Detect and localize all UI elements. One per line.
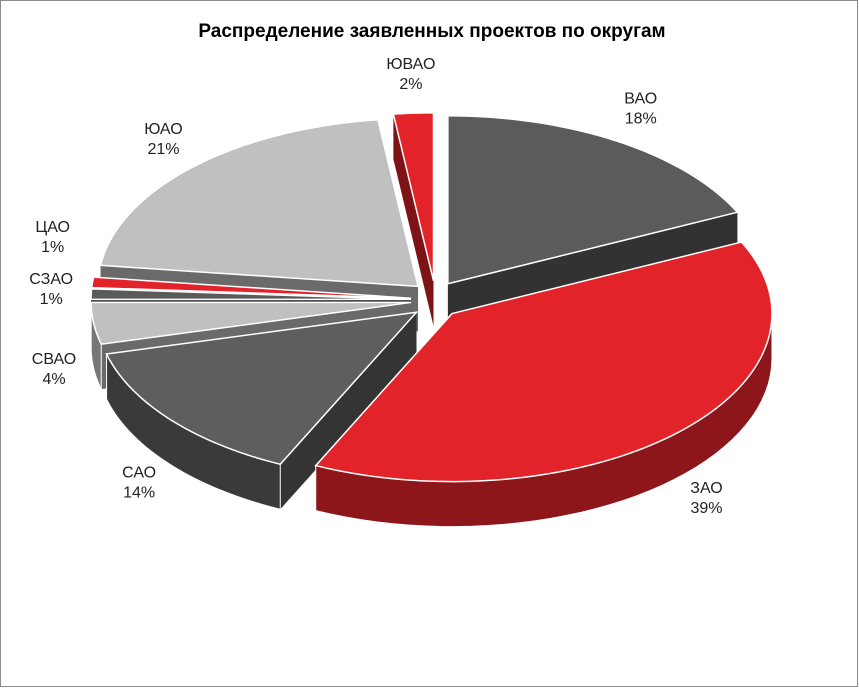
slice-wall (393, 114, 434, 326)
slice-label-name: ВАО (624, 90, 657, 107)
slice-label-value: 14% (123, 485, 155, 502)
slice (90, 288, 412, 301)
slice (90, 276, 412, 299)
slice-label: ЮАО 21% (144, 121, 182, 158)
slice-label-name: ЮВАО (386, 56, 435, 73)
slice-label-name: ЦАО (35, 219, 70, 236)
slice-label-value: 18% (625, 110, 657, 127)
slice (314, 241, 773, 483)
slice (392, 112, 435, 326)
slice-label: САО 14% (122, 465, 156, 502)
slice (392, 112, 435, 282)
slice-label: СЗАО 1% (29, 271, 73, 308)
slice (90, 301, 412, 346)
slice-label-name: СВАО (32, 351, 76, 368)
slice-label-value: 1% (41, 239, 64, 256)
slice-label: ЦАО 1% (35, 219, 70, 256)
slice-label-value: 2% (399, 76, 422, 93)
slice-label-value: 1% (40, 291, 63, 308)
slice-label: ВАО 18% (624, 90, 657, 127)
slice (447, 115, 739, 285)
slice (105, 311, 419, 510)
slice-label-value: 39% (691, 500, 723, 517)
slice-label: ЮВАО 2% (386, 56, 435, 93)
slice-label-name: СЗАО (29, 271, 73, 288)
slice-label-value: 4% (42, 371, 65, 388)
chart-title: Распределение заявленных проектов по окр… (198, 21, 665, 42)
slice-label-value: 21% (147, 141, 179, 158)
slice (105, 311, 419, 466)
slice (314, 241, 773, 528)
slice-label: СВАО 4% (32, 351, 76, 388)
slice-label-name: ЮАО (144, 121, 182, 138)
slice-label-name: САО (122, 465, 156, 482)
slice-label-name: ЗАО (690, 480, 722, 497)
slice-label: ЗАО 39% (690, 480, 722, 517)
slice (99, 118, 419, 288)
